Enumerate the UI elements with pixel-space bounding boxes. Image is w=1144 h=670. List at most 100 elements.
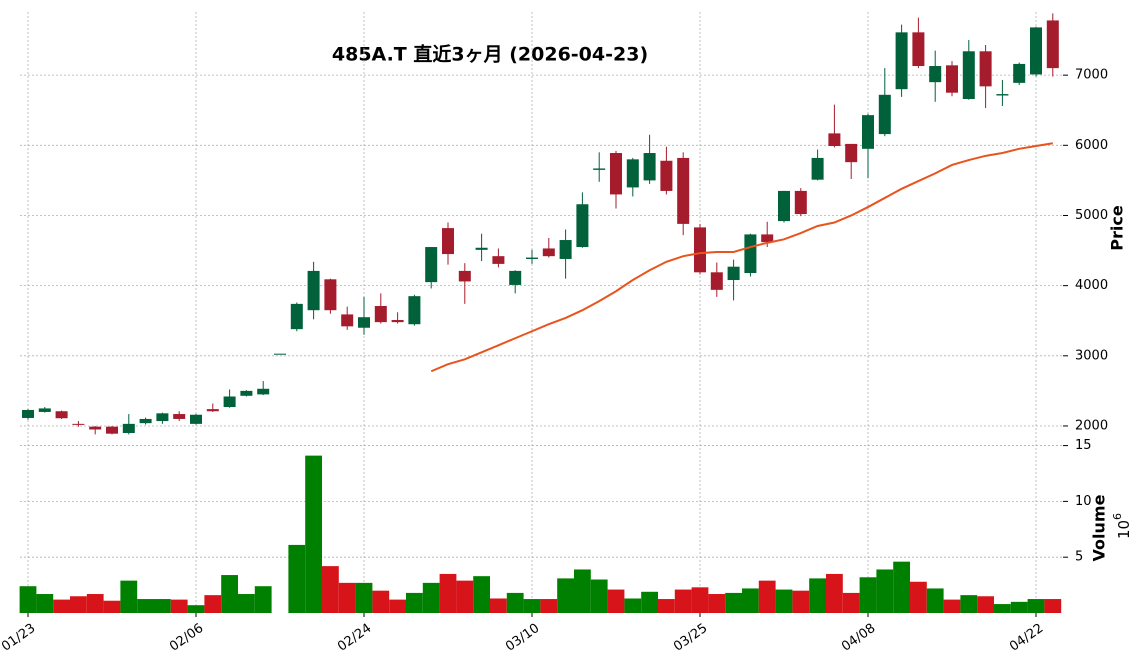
candle-body: [290, 303, 303, 330]
volume-bar: [422, 582, 440, 613]
candle-body: [576, 204, 589, 248]
y-tick-label: 15: [1075, 438, 1092, 453]
volume-bar: [1010, 601, 1028, 613]
volume-bar: [506, 592, 524, 613]
candle-body: [274, 353, 286, 355]
volume-bar: [674, 589, 692, 613]
volume-bar: [758, 580, 776, 613]
candle-body: [206, 409, 219, 412]
candle-body: [89, 426, 102, 430]
candle-body: [794, 190, 807, 215]
volume-bar: [439, 573, 457, 613]
volume-bar: [943, 599, 961, 613]
volume-bar: [154, 599, 171, 613]
candle-body: [929, 66, 942, 83]
x-tick-label: 04/22: [1007, 621, 1046, 655]
candle-body: [139, 418, 152, 424]
volume-bar: [910, 581, 927, 613]
candle-body: [727, 266, 740, 281]
volume-bar: [322, 566, 339, 613]
volume-bar: [658, 599, 675, 613]
candle-body: [610, 153, 622, 195]
y-tick-label: 5: [1075, 550, 1083, 565]
candle-body: [72, 423, 85, 425]
volume-bar: [977, 596, 994, 613]
volume-bar: [926, 588, 944, 613]
volume-bar: [708, 594, 726, 613]
volume-bar: [238, 594, 255, 613]
volume-bar: [859, 577, 877, 613]
volume-bar: [254, 586, 272, 613]
candle-body: [38, 408, 51, 412]
volume-bar: [1027, 599, 1045, 613]
volume-bar: [691, 587, 709, 613]
candle-body: [593, 168, 606, 170]
candle-body: [778, 190, 790, 222]
volume-bar: [607, 589, 625, 613]
candle-body: [811, 157, 824, 180]
moving-average-line: [430, 142, 1053, 373]
candle-body: [391, 320, 404, 323]
candle-body: [55, 411, 68, 419]
candle-body: [626, 159, 639, 188]
volume-bar: [456, 580, 474, 613]
y-tick-label: 7000: [1075, 68, 1108, 83]
volume-bar: [574, 569, 591, 613]
candle-body: [408, 296, 421, 325]
y-tick-label: 3000: [1075, 348, 1108, 363]
candle-body: [761, 234, 774, 243]
candle-body: [694, 227, 706, 273]
candle-body: [744, 234, 757, 274]
volume-bar: [876, 569, 894, 613]
candle-body: [106, 426, 118, 434]
candle-body: [223, 396, 236, 408]
volume-bar: [36, 594, 54, 613]
candle-body: [475, 247, 488, 250]
y-tick-label: 2000: [1075, 418, 1108, 433]
price-axis-label: Price: [1108, 205, 1127, 251]
volume-axis-label: Volume: [1090, 494, 1109, 561]
candle-body: [878, 94, 891, 135]
x-tick-label: 01/23: [0, 621, 38, 655]
candle-body: [677, 157, 690, 224]
candle-body: [979, 51, 992, 87]
candle-body: [1013, 63, 1026, 83]
candle-body: [341, 314, 354, 327]
candle-body: [912, 32, 925, 67]
volume-bar: [960, 595, 978, 613]
volume-bar: [305, 455, 322, 613]
candle-body: [710, 272, 723, 290]
volume-bar: [120, 580, 138, 613]
volume-bar: [490, 598, 507, 613]
volume-bar: [590, 579, 608, 613]
candle-body: [526, 257, 538, 259]
chart-title: 485A.T 直近3ヶ月 (2026-04-23): [332, 43, 648, 66]
volume-scale: 106: [1111, 513, 1133, 539]
candle-body: [509, 270, 522, 285]
volume-bar: [103, 600, 121, 613]
volume-bar: [1044, 599, 1062, 613]
volume-bar: [53, 599, 70, 613]
candle-body: [559, 240, 572, 259]
volume-bar: [19, 586, 37, 613]
x-tick-label: 03/10: [503, 621, 542, 655]
candle-body: [862, 115, 874, 149]
candle-body: [374, 305, 387, 323]
candle-body: [492, 256, 505, 264]
volume-bar: [170, 599, 188, 613]
candle-body: [22, 409, 34, 418]
candle-body: [660, 160, 673, 191]
candle-body: [156, 413, 169, 422]
y-tick-label: 6000: [1075, 138, 1108, 153]
candle-body: [122, 423, 135, 433]
volume-bar: [137, 599, 154, 613]
candle-body: [240, 390, 253, 396]
volume-bar: [372, 590, 390, 613]
volume-bar: [809, 578, 826, 613]
volume-bar: [338, 582, 356, 613]
candle-body: [173, 414, 186, 419]
x-tick-label: 04/08: [839, 621, 878, 655]
volume-bar: [994, 604, 1011, 613]
y-tick-label: 4000: [1075, 278, 1108, 293]
